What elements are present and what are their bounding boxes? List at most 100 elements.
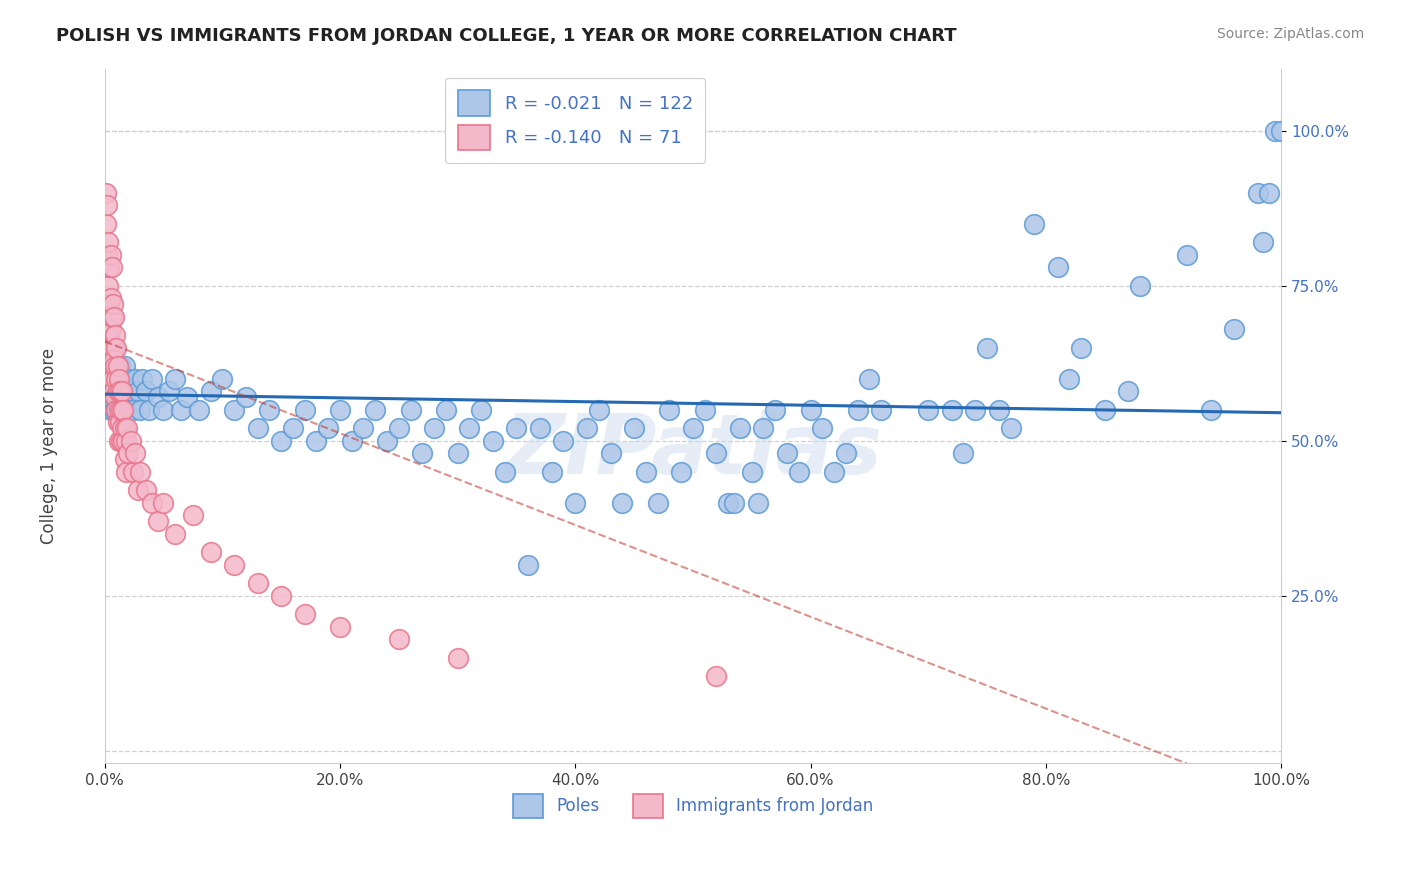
Point	[110, 402, 132, 417]
Point	[100, 371, 122, 385]
Point	[97, 353, 120, 368]
Point	[105, 402, 128, 417]
Point	[723, 496, 745, 510]
Point	[122, 402, 145, 417]
Point	[564, 496, 586, 510]
Point	[941, 402, 963, 417]
Point	[1116, 384, 1139, 398]
Point	[482, 434, 505, 448]
Point	[388, 421, 411, 435]
Point	[246, 576, 269, 591]
Point	[98, 297, 121, 311]
Point	[553, 434, 575, 448]
Point	[115, 421, 138, 435]
Point	[100, 291, 122, 305]
Point	[97, 235, 120, 249]
Point	[858, 371, 880, 385]
Point	[94, 217, 117, 231]
Point	[375, 434, 398, 448]
Point	[108, 384, 131, 398]
Point	[101, 384, 124, 398]
Point	[94, 341, 117, 355]
Point	[101, 359, 124, 374]
Point	[105, 371, 128, 385]
Point	[135, 384, 157, 398]
Point	[108, 359, 131, 374]
Point	[682, 421, 704, 435]
Point	[100, 371, 122, 385]
Point	[104, 341, 127, 355]
Point	[107, 402, 129, 417]
Point	[107, 384, 129, 398]
Point	[103, 384, 125, 398]
Point	[200, 545, 222, 559]
Point	[294, 402, 316, 417]
Point	[658, 402, 681, 417]
Point	[100, 402, 122, 417]
Point	[103, 310, 125, 324]
Point	[135, 483, 157, 498]
Legend: Poles, Immigrants from Jordan: Poles, Immigrants from Jordan	[506, 788, 880, 824]
Point	[494, 465, 516, 479]
Point	[446, 446, 468, 460]
Point	[305, 434, 328, 448]
Point	[329, 402, 352, 417]
Point	[112, 402, 135, 417]
Point	[399, 402, 422, 417]
Point	[706, 669, 728, 683]
Point	[111, 371, 134, 385]
Point	[104, 390, 127, 404]
Point	[259, 402, 281, 417]
Point	[98, 260, 121, 274]
Point	[599, 446, 621, 460]
Point	[107, 415, 129, 429]
Point	[112, 384, 135, 398]
Text: POLISH VS IMMIGRANTS FROM JORDAN COLLEGE, 1 YEAR OR MORE CORRELATION CHART: POLISH VS IMMIGRANTS FROM JORDAN COLLEGE…	[56, 27, 957, 45]
Point	[107, 371, 129, 385]
Point	[101, 341, 124, 355]
Point	[108, 384, 131, 398]
Point	[165, 526, 187, 541]
Point	[799, 402, 821, 417]
Point	[870, 402, 893, 417]
Point	[96, 198, 118, 212]
Point	[281, 421, 304, 435]
Point	[634, 465, 657, 479]
Point	[157, 384, 180, 398]
Point	[388, 632, 411, 646]
Point	[423, 421, 446, 435]
Point	[1094, 402, 1116, 417]
Point	[340, 434, 363, 448]
Point	[114, 421, 136, 435]
Point	[364, 402, 387, 417]
Point	[612, 496, 634, 510]
Text: Source: ZipAtlas.com: Source: ZipAtlas.com	[1216, 27, 1364, 41]
Point	[623, 421, 645, 435]
Point	[987, 402, 1010, 417]
Point	[107, 434, 129, 448]
Point	[1253, 235, 1275, 249]
Point	[270, 434, 292, 448]
Point	[529, 421, 551, 435]
Point	[706, 446, 728, 460]
Point	[107, 359, 129, 374]
Point	[117, 371, 139, 385]
Point	[101, 297, 124, 311]
Point	[115, 384, 138, 398]
Point	[588, 402, 610, 417]
Point	[1199, 402, 1222, 417]
Point	[124, 371, 146, 385]
Point	[458, 421, 481, 435]
Point	[200, 384, 222, 398]
Point	[787, 465, 810, 479]
Point	[105, 402, 128, 417]
Point	[115, 402, 138, 417]
Point	[246, 421, 269, 435]
Point	[146, 390, 169, 404]
Point	[100, 322, 122, 336]
Point	[165, 371, 187, 385]
Point	[846, 402, 869, 417]
Point	[114, 452, 136, 467]
Point	[776, 446, 799, 460]
Point	[728, 421, 751, 435]
